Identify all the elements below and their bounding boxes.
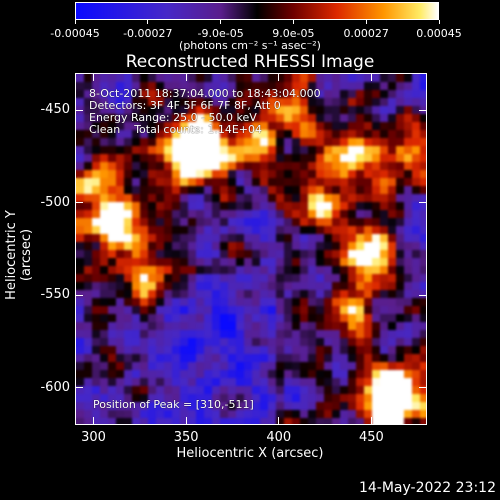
x-axis-label: Heliocentric X (arcsec): [176, 446, 324, 461]
info-time-range: 8-Oct-2011 18:37:04.000 to 18:43:04.000: [89, 87, 321, 100]
x-tick-mark-top: [93, 74, 95, 81]
y-tick-mark-right: [419, 109, 426, 111]
y-tick-mark: [76, 387, 83, 389]
y-tick-mark-right: [419, 202, 426, 204]
x-tick-label: 350: [173, 430, 199, 445]
x-tick-mark-top: [370, 74, 372, 81]
colorbar-tick-mark: [438, 20, 440, 24]
y-tick-label: -550: [40, 287, 70, 303]
y-tick-mark-right: [419, 387, 426, 389]
colorbar-tick-mark: [147, 20, 149, 24]
y-tick-label: -500: [40, 194, 70, 210]
colorbar-tick-label: -0.00027: [123, 27, 173, 40]
x-tick-mark: [185, 417, 187, 424]
colorbar-tick-mark: [74, 20, 76, 24]
x-tick-mark: [93, 417, 95, 424]
colorbar-tick-label: 0.00027: [343, 27, 389, 40]
y-tick-mark: [76, 109, 83, 111]
info-clean-counts: Clean Total counts: 1.14E+04: [89, 123, 263, 136]
colorbar-tick-label: -0.00045: [50, 27, 100, 40]
colorbar: [75, 2, 439, 20]
info-detectors: Detectors: 3F 4F 5F 6F 7F 8F, Att 0: [89, 99, 281, 112]
colorbar-tick-mark: [220, 20, 222, 24]
plot-area: 8-Oct-2011 18:37:04.000 to 18:43:04.000 …: [75, 73, 427, 425]
y-tick-label: -450: [40, 102, 70, 118]
x-tick-mark-top: [185, 74, 187, 81]
datestamp: 14-May-2022 23:12: [358, 480, 496, 496]
heatmap-image: [76, 74, 426, 424]
chart-title: Reconstructed RHESSI Image: [125, 52, 375, 72]
y-axis-label: Heliocentric Y (arcsec): [4, 210, 34, 300]
x-tick-label: 400: [266, 430, 292, 445]
y-tick-mark: [76, 294, 83, 296]
colorbar-tick-mark: [365, 20, 367, 24]
x-tick-mark: [278, 417, 280, 424]
info-energy-range: Energy Range: 25.0 - 50.0 keV: [89, 111, 257, 124]
colorbar-tick-label: 9.0e-05: [272, 27, 315, 40]
y-tick-label: -600: [40, 379, 70, 395]
x-tick-mark: [370, 417, 372, 424]
x-tick-mark-top: [278, 74, 280, 81]
x-tick-label: 300: [81, 430, 106, 445]
colorbar-units: (photons cm⁻² s⁻¹ asec⁻²): [179, 39, 321, 52]
colorbar-tick-label: 0.00045: [416, 27, 462, 40]
colorbar-tick-label: -9.0e-05: [197, 27, 244, 40]
colorbar-tick-mark: [292, 20, 294, 24]
info-peak-position: Position of Peak = [310,-511]: [93, 398, 254, 411]
x-tick-label: 450: [358, 430, 384, 445]
y-tick-mark-right: [419, 294, 426, 296]
y-tick-mark: [76, 202, 83, 204]
